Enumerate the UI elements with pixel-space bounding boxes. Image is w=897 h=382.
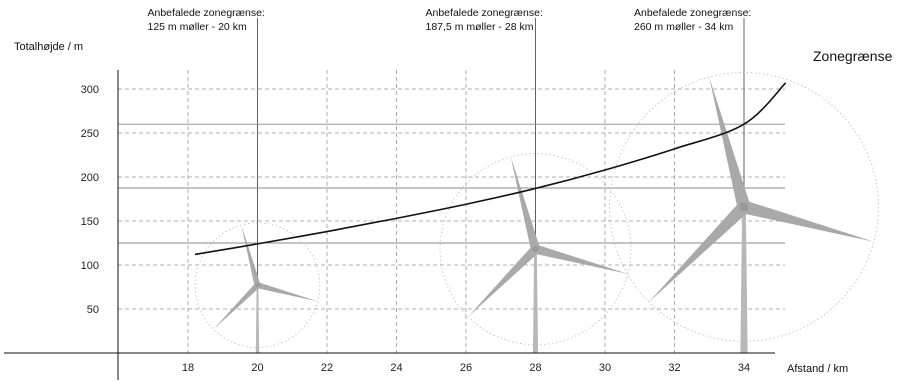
x-tick-label: 28 — [529, 362, 541, 374]
blade-3-1 — [709, 77, 751, 209]
x-tick-label: 30 — [599, 362, 611, 374]
blade-1-3 — [213, 283, 260, 330]
series-line-zonegraense — [194, 82, 787, 256]
x-tick-label: 22 — [321, 362, 333, 374]
annotation-detail-2: 187,5 m møller - 28 km — [426, 21, 534, 33]
annotation-title-1: Anbefalede zonegrænse: — [148, 7, 265, 19]
blade-2-2 — [534, 244, 628, 274]
x-tick-label: 34 — [738, 362, 750, 374]
x-tick-label: 24 — [390, 362, 402, 374]
annotation-detail-3: 260 m møller - 34 km — [634, 21, 733, 33]
hub-3 — [739, 202, 749, 212]
x-tick-label: 20 — [251, 362, 263, 374]
x-tick-label: 18 — [182, 362, 194, 374]
turbine-illustrations — [194, 72, 879, 353]
y-tick-label: 300 — [81, 84, 99, 96]
wind-turbine-2 — [439, 153, 632, 353]
annotations: Anbefalede zonegrænse: 125 m møller - 20 … — [148, 7, 752, 33]
blade-3-2 — [742, 200, 874, 242]
y-tick-label: 150 — [81, 216, 99, 228]
x-axis-label: Afstand / km — [787, 363, 848, 375]
tower-3 — [740, 206, 748, 353]
wind-turbine-1 — [194, 222, 321, 353]
blade-2-3 — [467, 245, 539, 317]
annotation-title-2: Anbefalede zonegrænse: — [426, 7, 543, 19]
annotation-title-3: Anbefalede zonegrænse: — [634, 7, 751, 19]
hub-2 — [532, 246, 539, 253]
tick-labels: 50 100 150 200 250 300 18 20 22 24 26 28 30 32 34 — [81, 84, 750, 374]
y-tick-label: 100 — [81, 260, 99, 272]
blade-1-1 — [241, 225, 261, 287]
blade-1-2 — [256, 282, 318, 302]
series-label-zonegraense: Zonegrænse — [813, 48, 893, 64]
y-tick-label: 200 — [81, 172, 99, 184]
x-tick-label: 26 — [460, 362, 472, 374]
blade-3-3 — [648, 202, 749, 302]
rotor-circle-2 — [439, 153, 632, 346]
tower-2 — [532, 249, 539, 353]
hub-1 — [255, 283, 260, 288]
rotor-circle-1 — [194, 222, 321, 348]
y-tick-label: 50 — [87, 304, 99, 316]
tower-1 — [255, 285, 260, 353]
reference-lines — [118, 18, 785, 353]
y-tick-label: 250 — [81, 128, 99, 140]
rotor-circle-3 — [609, 72, 879, 342]
y-axis-label: Totalhøjde / m — [14, 41, 83, 53]
blade-2-1 — [510, 156, 541, 251]
x-tick-label: 32 — [668, 362, 680, 374]
axes — [4, 70, 775, 380]
wind-turbine-3 — [609, 72, 879, 353]
grid-lines — [118, 70, 785, 353]
annotation-detail-1: 125 m møller - 20 km — [148, 21, 247, 33]
